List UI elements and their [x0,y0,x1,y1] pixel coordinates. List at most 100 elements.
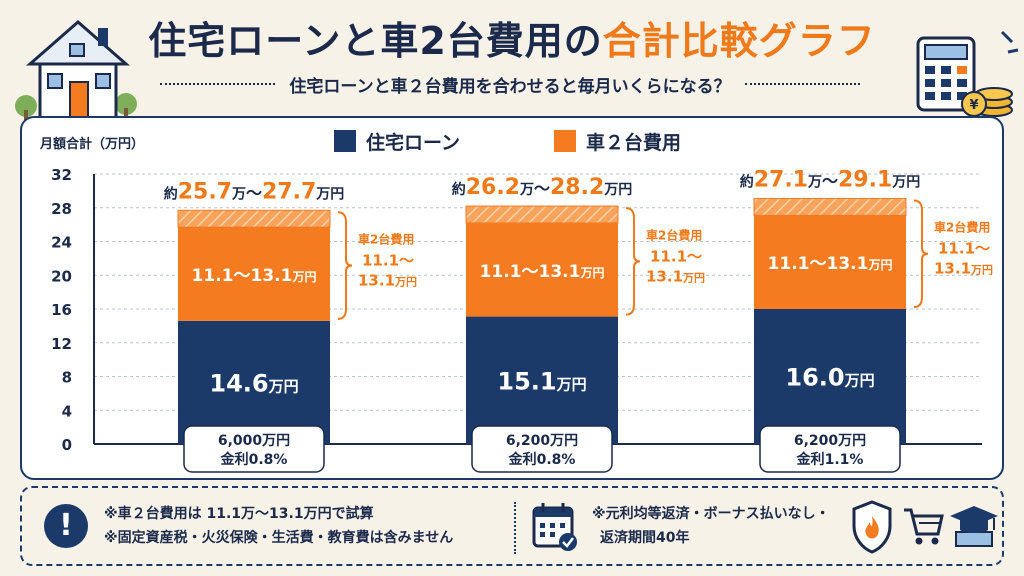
category-line2: 金利0.8% [508,451,576,468]
side-label-value: 13.1 [934,260,971,278]
side-label-line1: 11.1～ [362,252,414,270]
y-tick-label: 24 [51,234,72,252]
graduation-cap-icon [950,506,998,547]
title-main: 住宅ローンと車2台費用の [148,19,603,63]
total-label: 約27.1万～29.1万円 [740,167,921,192]
category-box [759,425,901,473]
note-left-2: ※固定資産税・火災保険・生活費・教育費は含みません [104,530,454,546]
bar-car [754,215,906,309]
bar-loan [466,316,618,444]
side-label-value: 13.1 [358,272,395,290]
category-line1: 6,000万円 [218,433,290,449]
category-box [183,425,325,473]
footer-divider [514,502,516,554]
notes-footer: ! ※車２台費用は 11.1万～13.1万円で試算 ※固定資産税・火災保険・生活… [20,486,1004,566]
subtitle: 住宅ローンと車２台費用を合わせると毎月いくらになる？ [289,76,731,97]
loan-value: 15.1 [497,367,556,395]
car-value-label: 11.1～13.1万円 [768,254,893,274]
total-min: 27.1 [754,167,808,192]
total-unit: 万 [231,186,246,202]
car-value: 11.1～13.1 [192,266,293,286]
chart-panel: 月額合計（万円） 住宅ローン 車２台費用 0 4 8 12 16 20 24 28 32 14.… [20,116,1004,480]
side-label-line2: 13.1万円 [934,260,993,278]
note-right-1: ※元利均等返済・ボーナス払いなし・ [592,506,830,522]
calculator-icon [916,30,1019,112]
side-label-unit: 万円 [394,276,417,289]
side-label-line2: 13.1万円 [646,267,705,285]
shield-fire-icon [852,500,892,554]
total-prefix: 約 [164,185,178,202]
side-label-value: 13.1 [646,267,683,285]
subtitle-row: 住宅ローンと車２台費用を合わせると毎月いくらになる？ [160,72,860,97]
y-tick-label: 12 [51,335,72,353]
total-tilde: ～ [246,183,262,202]
total-unit2: 万円 [891,174,920,190]
total-max: 29.1 [838,167,892,192]
category-box [471,425,613,473]
y-tick-label: 20 [51,267,72,285]
loan-unit: 万円 [844,372,875,390]
house-icon [15,20,137,120]
calendar-icon [532,503,577,551]
side-label-line1: 11.1～ [650,247,702,265]
total-prefix: 約 [452,181,466,198]
car-bracket [625,207,641,316]
loan-unit: 万円 [556,375,587,393]
y-tick-label: 4 [62,402,72,420]
subtitle-dots-right [744,83,860,85]
total-unit2: 万円 [603,182,632,198]
loan-value: 14.6 [209,369,268,397]
loan-value-label: 14.6万円 [209,369,298,397]
cart-icon [904,508,944,545]
coins-icon: ¥ [961,87,1013,117]
loan-value-label: 16.0万円 [785,364,874,392]
y-axis-label: 月額合計（万円） [39,136,144,152]
bar-car-range [753,197,907,216]
car-value: 11.1～13.1 [480,262,581,282]
total-tilde: ～ [534,179,550,198]
y-tick-label: 8 [62,369,72,387]
loan-unit: 万円 [268,377,299,395]
total-unit: 万 [807,174,822,190]
bar-car [466,222,618,317]
y-tick-label: 32 [51,166,72,184]
car-bracket [913,199,929,308]
bar-car-range [177,209,331,228]
total-max: 28.2 [550,175,604,200]
total-tilde: ～ [822,171,838,190]
legend-label-loan: 住宅ローン [366,131,460,154]
title-accent: 合計比較グラフ [602,19,876,63]
bar-loan [178,320,330,444]
car-value: 11.1～13.1 [768,254,869,274]
car-value-label: 11.1～13.1万円 [192,266,317,286]
total-max: 27.7 [262,179,316,204]
total-prefix: 約 [740,173,754,190]
category-line1: 6,200万円 [506,433,578,449]
category-line2: 金利1.1% [796,451,864,468]
side-label-unit: 万円 [682,271,705,284]
total-min: 25.7 [178,179,232,204]
bar-car [178,227,330,321]
bar-loan [754,309,906,444]
category-line1: 6,200万円 [794,433,866,449]
page-title: 住宅ローンと車2台費用の合計比較グラフ [0,10,1024,65]
category-line2: 金利0.8% [220,451,288,468]
total-label: 約25.7万～27.7万円 [164,179,345,204]
chart-svg: 月額合計（万円） 住宅ローン 車２台費用 0 4 8 12 16 20 24 28 32 14.… [39,130,993,473]
side-label-title: 車2台費用 [358,232,414,247]
car-unit: 万円 [579,266,604,280]
car-value-label: 11.1～13.1万円 [480,262,605,282]
legend-swatch-car [554,130,576,152]
total-unit: 万 [519,182,534,198]
subtitle-dots-left [160,83,276,85]
car-bracket [337,211,353,320]
y-tick-label: 16 [51,301,72,319]
car-unit: 万円 [291,270,316,284]
car-unit: 万円 [867,258,892,272]
side-label-title: 車2台費用 [934,220,990,235]
legend-label-car: 車２台費用 [586,131,681,154]
svg-text:¥: ¥ [969,98,978,113]
note-left-1: ※車２台費用は 11.1万～13.1万円で試算 [104,506,374,522]
bar-car-range [465,205,619,224]
total-label: 約26.2万～28.2万円 [452,175,633,200]
